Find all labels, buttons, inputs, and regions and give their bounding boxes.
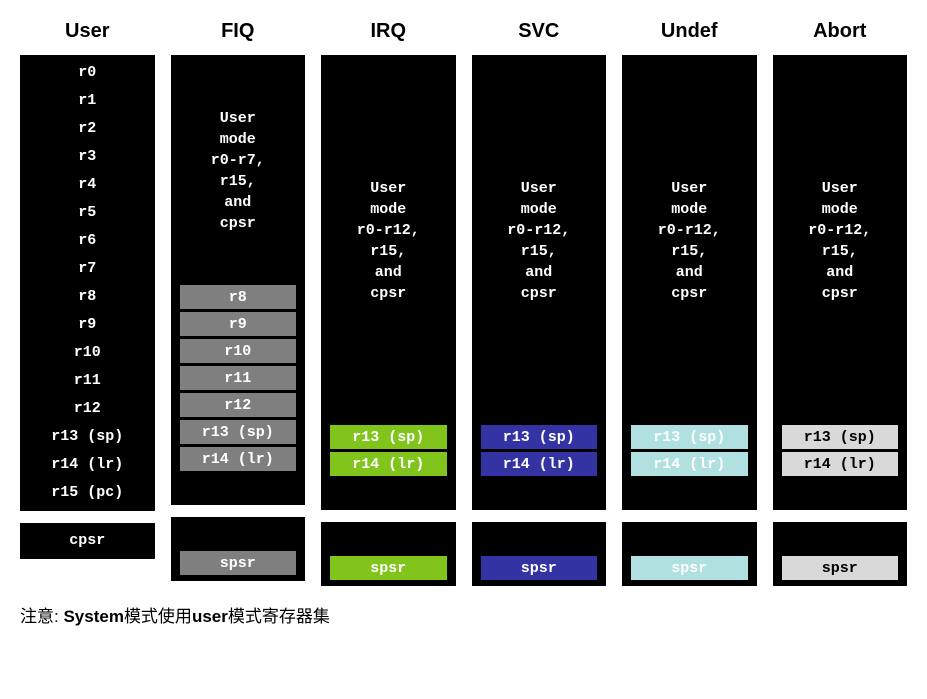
user-cpsr-block: cpsr <box>20 523 155 559</box>
undef-banked-1: r14 (lr) <box>630 451 749 477</box>
abort-shared-text: User mode r0-r12, r15, and cpsr <box>777 59 904 423</box>
column-svc: SVC User mode r0-r12, r15, and cpsr r13 … <box>472 20 607 586</box>
user-reg-2: r2 <box>24 115 151 143</box>
svc-pc-spacer <box>476 478 603 506</box>
undef-banked-0: r13 (sp) <box>630 424 749 450</box>
irq-banked-container: r13 (sp)r14 (lr) <box>325 423 452 478</box>
user-regblock: r0r1r2r3r4r5r6r7r8r9r10r11r12r13 (sp)r14… <box>20 55 155 511</box>
user-reg-13: r13 (sp) <box>24 423 151 451</box>
user-reg-10: r10 <box>24 339 151 367</box>
svc-shared-text: User mode r0-r12, r15, and cpsr <box>476 59 603 423</box>
fiq-banked-0: r8 <box>179 284 298 310</box>
header-svc: SVC <box>472 20 607 43</box>
irq-regblock: User mode r0-r12, r15, and cpsr r13 (sp)… <box>321 55 456 510</box>
fiq-banked-2: r10 <box>179 338 298 364</box>
irq-spsr-block: spsr <box>321 522 456 586</box>
irq-shared-text: User mode r0-r12, r15, and cpsr <box>325 59 452 423</box>
svc-spsr: spsr <box>480 555 599 581</box>
note-bold2: user <box>192 607 228 626</box>
abort-cpsr-spacer <box>777 526 904 554</box>
abort-regblock: User mode r0-r12, r15, and cpsr r13 (sp)… <box>773 55 908 510</box>
abort-pc-spacer <box>777 478 904 506</box>
svc-regblock: User mode r0-r12, r15, and cpsr r13 (sp)… <box>472 55 607 510</box>
user-reg-7: r7 <box>24 255 151 283</box>
note-bold1: System <box>63 607 123 626</box>
abort-spsr: spsr <box>781 555 900 581</box>
user-reg-4: r4 <box>24 171 151 199</box>
abort-spsr-block: spsr <box>773 522 908 586</box>
svc-cpsr-spacer <box>476 526 603 554</box>
undef-pc-spacer <box>626 478 753 506</box>
abort-banked-1: r14 (lr) <box>781 451 900 477</box>
irq-banked-1: r14 (lr) <box>329 451 448 477</box>
fiq-banked-1: r9 <box>179 311 298 337</box>
fiq-cpsr-spacer <box>175 521 302 549</box>
svc-banked-1: r14 (lr) <box>480 451 599 477</box>
column-user: User r0r1r2r3r4r5r6r7r8r9r10r11r12r13 (s… <box>20 20 155 586</box>
user-reg-11: r11 <box>24 367 151 395</box>
undef-shared-text: User mode r0-r12, r15, and cpsr <box>626 59 753 423</box>
svc-spsr-block: spsr <box>472 522 607 586</box>
fiq-shared-text: User mode r0-r7, r15, and cpsr <box>175 59 302 283</box>
note-prefix: 注意: <box>20 607 63 626</box>
user-reg-12: r12 <box>24 395 151 423</box>
irq-banked-0: r13 (sp) <box>329 424 448 450</box>
fiq-banked-6: r14 (lr) <box>179 446 298 472</box>
register-diagram: User r0r1r2r3r4r5r6r7r8r9r10r11r12r13 (s… <box>20 20 907 586</box>
footnote: 注意: System模式使用user模式寄存器集 <box>20 602 907 627</box>
header-abort: Abort <box>773 20 908 43</box>
undef-regblock: User mode r0-r12, r15, and cpsr r13 (sp)… <box>622 55 757 510</box>
column-fiq: FIQ User mode r0-r7, r15, and cpsr r8r9r… <box>171 20 306 586</box>
user-reg-6: r6 <box>24 227 151 255</box>
header-user: User <box>20 20 155 43</box>
header-irq: IRQ <box>321 20 456 43</box>
abort-banked-0: r13 (sp) <box>781 424 900 450</box>
fiq-banked-4: r12 <box>179 392 298 418</box>
column-abort: Abort User mode r0-r12, r15, and cpsr r1… <box>773 20 908 586</box>
undef-spsr-block: spsr <box>622 522 757 586</box>
undef-cpsr-spacer <box>626 526 753 554</box>
irq-pc-spacer <box>325 478 452 506</box>
cpsr-label: cpsr <box>24 527 151 555</box>
fiq-banked-container: r8r9r10r11r12r13 (sp)r14 (lr) <box>175 283 302 473</box>
column-irq: IRQ User mode r0-r12, r15, and cpsr r13 … <box>321 20 456 586</box>
svc-banked-0: r13 (sp) <box>480 424 599 450</box>
header-fiq: FIQ <box>171 20 306 43</box>
header-undef: Undef <box>622 20 757 43</box>
svc-banked-container: r13 (sp)r14 (lr) <box>476 423 603 478</box>
note-mid1: 模式使用 <box>124 607 192 626</box>
fiq-regblock: User mode r0-r7, r15, and cpsr r8r9r10r1… <box>171 55 306 505</box>
user-reg-15: r15 (pc) <box>24 479 151 507</box>
undef-banked-container: r13 (sp)r14 (lr) <box>626 423 753 478</box>
user-reg-5: r5 <box>24 199 151 227</box>
fiq-banked-3: r11 <box>179 365 298 391</box>
user-reg-3: r3 <box>24 143 151 171</box>
user-reg-1: r1 <box>24 87 151 115</box>
column-undef: Undef User mode r0-r12, r15, and cpsr r1… <box>622 20 757 586</box>
fiq-banked-5: r13 (sp) <box>179 419 298 445</box>
irq-cpsr-spacer <box>325 526 452 554</box>
abort-banked-container: r13 (sp)r14 (lr) <box>777 423 904 478</box>
note-mid2: 模式寄存器集 <box>228 607 330 626</box>
user-reg-8: r8 <box>24 283 151 311</box>
fiq-spsr-block: spsr <box>171 517 306 581</box>
irq-spsr: spsr <box>329 555 448 581</box>
fiq-spsr: spsr <box>179 550 298 576</box>
user-reg-9: r9 <box>24 311 151 339</box>
user-reg-0: r0 <box>24 59 151 87</box>
user-reg-14: r14 (lr) <box>24 451 151 479</box>
fiq-pc-spacer <box>175 473 302 501</box>
undef-spsr: spsr <box>630 555 749 581</box>
